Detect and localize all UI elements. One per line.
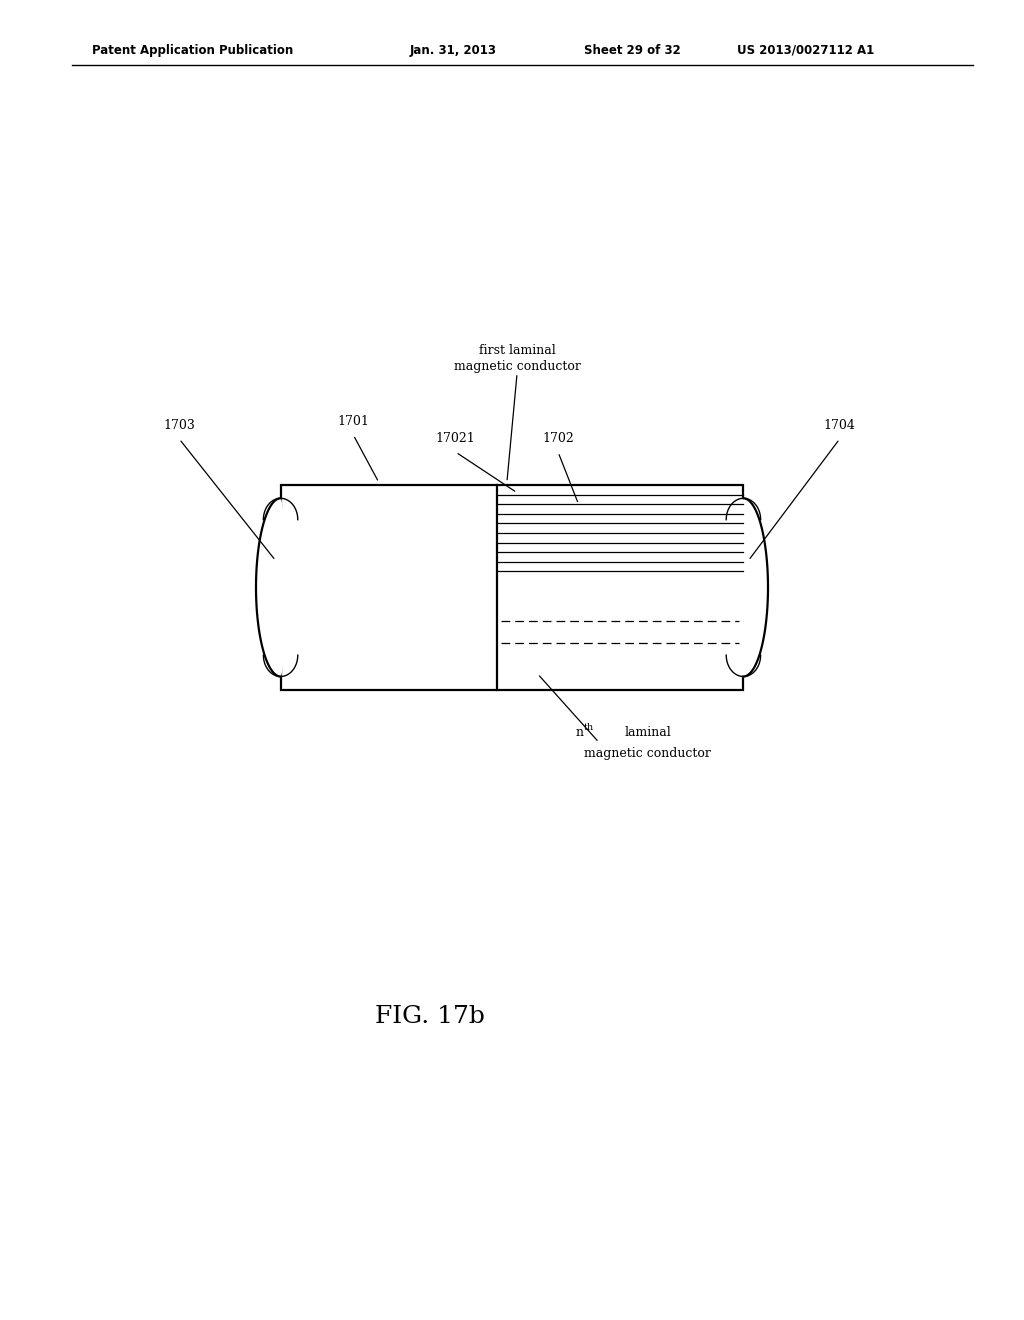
Text: first laminal: first laminal — [479, 345, 555, 356]
Polygon shape — [281, 484, 743, 689]
Text: Patent Application Publication: Patent Application Publication — [92, 44, 294, 57]
Text: 1702: 1702 — [542, 433, 574, 445]
Text: Jan. 31, 2013: Jan. 31, 2013 — [410, 44, 497, 57]
Text: US 2013/0027112 A1: US 2013/0027112 A1 — [737, 44, 874, 57]
Text: 17021: 17021 — [436, 433, 475, 445]
Text: Sheet 29 of 32: Sheet 29 of 32 — [584, 44, 680, 57]
Text: FIG. 17b: FIG. 17b — [375, 1005, 485, 1028]
Text: n: n — [575, 726, 584, 739]
Polygon shape — [256, 498, 305, 676]
Text: 1701: 1701 — [337, 416, 370, 428]
Text: magnetic conductor: magnetic conductor — [584, 747, 711, 759]
Text: magnetic conductor: magnetic conductor — [454, 360, 581, 372]
Text: 1703: 1703 — [163, 420, 196, 432]
Polygon shape — [719, 498, 768, 676]
Text: 1704: 1704 — [823, 420, 856, 432]
Text: laminal: laminal — [625, 726, 672, 739]
Text: th: th — [584, 723, 594, 731]
